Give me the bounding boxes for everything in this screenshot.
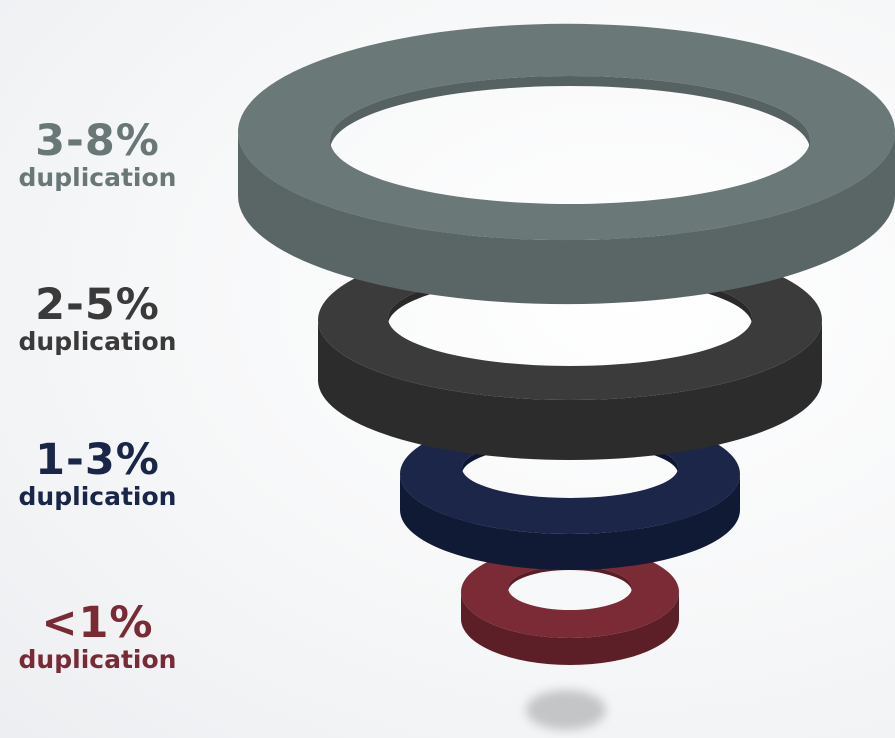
level-label-2-5: 2-5% duplication [0, 282, 195, 356]
level-caption: duplication [18, 482, 177, 511]
level-label-under-1: <1% duplication [0, 600, 195, 674]
floor-shadow [526, 690, 606, 730]
level-label-1-3: 1-3% duplication [0, 437, 195, 511]
level-percent: 3-8% [35, 116, 160, 166]
level-caption: duplication [18, 163, 177, 192]
ring-under-1 [461, 546, 679, 665]
ring-3-8 [238, 23, 895, 305]
level-caption: duplication [18, 327, 177, 356]
level-labels: 3-8% duplication 2-5% duplication 1-3% d… [0, 0, 200, 738]
level-percent: 2-5% [35, 280, 160, 330]
level-percent: 1-3% [35, 435, 160, 485]
level-caption: duplication [18, 645, 177, 674]
level-percent: <1% [41, 598, 154, 648]
level-label-3-8: 3-8% duplication [0, 118, 195, 192]
